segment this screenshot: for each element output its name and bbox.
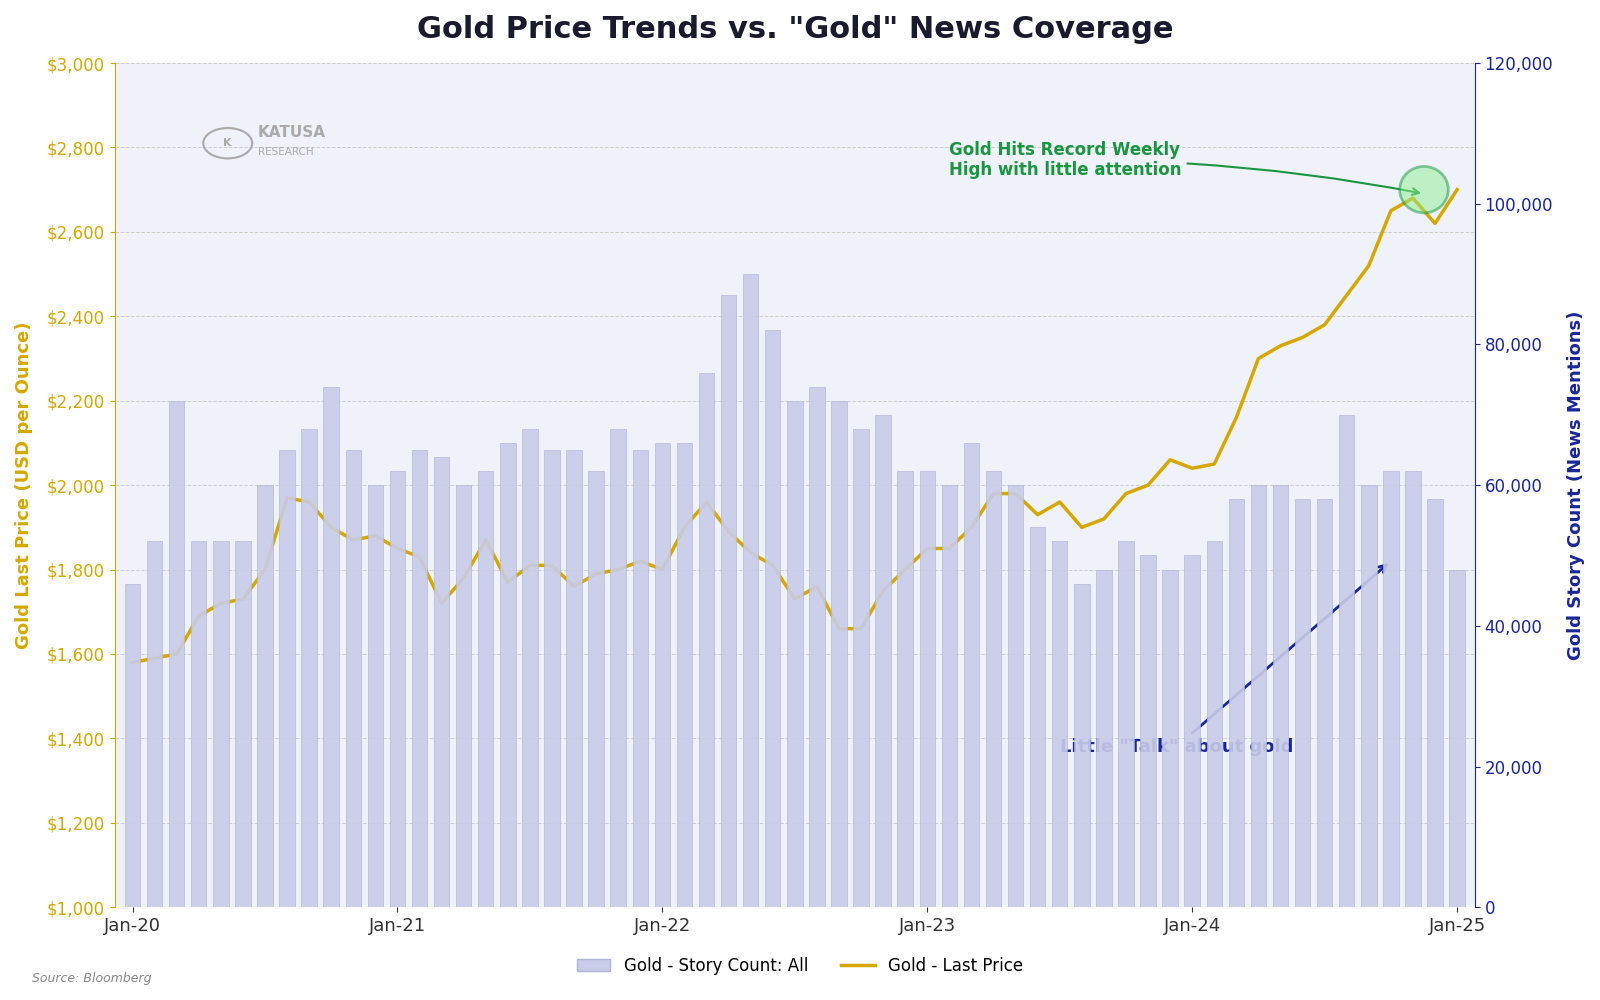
Bar	[1405, 471, 1421, 907]
Bar	[170, 401, 184, 907]
Bar	[699, 373, 714, 907]
Ellipse shape	[1400, 166, 1448, 213]
Text: Gold Hits Record Weekly
High with little attention: Gold Hits Record Weekly High with little…	[949, 141, 1419, 195]
Bar	[213, 541, 229, 907]
Bar	[411, 450, 427, 907]
Bar	[258, 485, 272, 907]
Bar	[1450, 570, 1466, 907]
Y-axis label: Gold Story Count (News Mentions): Gold Story Count (News Mentions)	[1566, 310, 1586, 660]
Bar	[1339, 415, 1355, 907]
Bar	[810, 387, 824, 907]
Bar	[1162, 570, 1178, 907]
Bar	[742, 274, 758, 907]
Bar	[1229, 499, 1245, 907]
Bar	[368, 485, 382, 907]
Bar	[1008, 485, 1024, 907]
Text: RESEARCH: RESEARCH	[258, 147, 314, 157]
Text: Source: Bloomberg: Source: Bloomberg	[32, 972, 152, 985]
Bar	[611, 429, 626, 907]
Bar	[1074, 584, 1090, 907]
Bar	[566, 450, 582, 907]
Bar	[1294, 499, 1310, 907]
Bar	[632, 450, 648, 907]
Bar	[190, 541, 206, 907]
Bar	[920, 471, 934, 907]
Bar	[853, 429, 869, 907]
Bar	[1141, 555, 1155, 907]
Bar	[1382, 471, 1398, 907]
Bar	[942, 485, 957, 907]
Bar	[898, 471, 914, 907]
Bar	[301, 429, 317, 907]
Bar	[323, 387, 339, 907]
Bar	[434, 457, 450, 907]
Bar	[346, 450, 362, 907]
Bar	[1362, 485, 1376, 907]
Bar	[765, 330, 781, 907]
Bar	[235, 541, 251, 907]
Y-axis label: Gold Last Price (USD per Ounce): Gold Last Price (USD per Ounce)	[14, 321, 34, 649]
Bar	[147, 541, 162, 907]
Bar	[390, 471, 405, 907]
Bar	[1317, 499, 1333, 907]
Bar	[1251, 485, 1266, 907]
Bar	[478, 471, 493, 907]
Bar	[522, 429, 538, 907]
Bar	[501, 443, 515, 907]
Bar	[456, 485, 472, 907]
Bar	[280, 450, 294, 907]
Bar	[875, 415, 891, 907]
Text: K: K	[224, 138, 232, 148]
Bar	[677, 443, 693, 907]
Bar	[1096, 570, 1112, 907]
Bar	[1030, 527, 1045, 907]
Bar	[1272, 485, 1288, 907]
Bar	[1053, 541, 1067, 907]
Bar	[1184, 555, 1200, 907]
Bar	[832, 401, 846, 907]
Bar	[1118, 541, 1134, 907]
Bar	[544, 450, 560, 907]
Bar	[654, 443, 670, 907]
Bar	[986, 471, 1002, 907]
Bar	[125, 584, 141, 907]
Bar	[589, 471, 603, 907]
Bar	[1206, 541, 1222, 907]
Bar	[787, 401, 803, 907]
Text: KATUSA: KATUSA	[258, 125, 326, 140]
Text: Little "Talk" about gold: Little "Talk" about gold	[1059, 565, 1387, 756]
Title: Gold Price Trends vs. "Gold" News Coverage: Gold Price Trends vs. "Gold" News Covera…	[416, 15, 1173, 44]
Legend: Gold - Story Count: All, Gold - Last Price: Gold - Story Count: All, Gold - Last Pri…	[570, 950, 1030, 982]
Bar	[963, 443, 979, 907]
Bar	[722, 295, 736, 907]
Bar	[1427, 499, 1443, 907]
